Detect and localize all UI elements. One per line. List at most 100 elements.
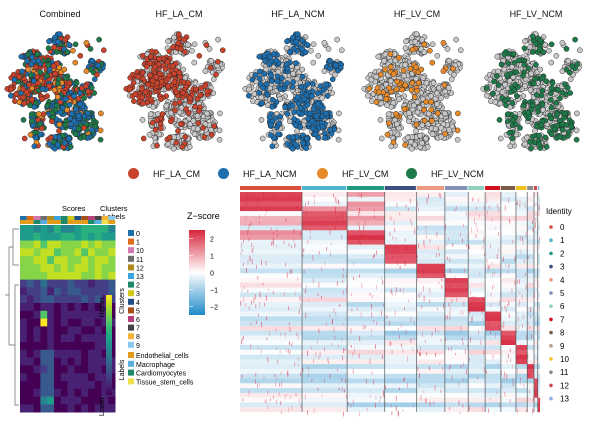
umap-point xyxy=(393,111,398,116)
umap-point xyxy=(78,53,83,58)
heatmap-cell xyxy=(417,254,445,259)
score-cell xyxy=(54,381,61,389)
score-cell xyxy=(74,280,81,288)
score-cell xyxy=(61,389,68,397)
heatmap-cell xyxy=(527,197,534,202)
score-cell xyxy=(61,326,68,334)
heatmap-cell xyxy=(516,235,527,240)
heatmap-cell xyxy=(527,369,534,374)
heatmap-cell xyxy=(468,383,485,388)
heatmap-cell xyxy=(516,402,527,407)
heatmap-cell xyxy=(302,340,347,345)
umap-point xyxy=(257,76,262,81)
umap-point xyxy=(29,72,34,77)
heatmap-speckle xyxy=(353,369,354,374)
heatmap-cell xyxy=(240,402,302,407)
heatmap-speckle xyxy=(414,230,415,234)
umap-point xyxy=(429,118,434,123)
score-cell xyxy=(74,373,81,381)
heatmap-cell xyxy=(347,211,385,216)
heatmap-cell xyxy=(417,312,445,317)
score-cell xyxy=(47,389,54,397)
umap-point xyxy=(455,111,460,116)
heatmap-speckle xyxy=(466,244,467,247)
score-cell xyxy=(68,389,75,397)
score-cell xyxy=(47,303,54,311)
umap-point xyxy=(163,66,168,71)
heatmap-cell xyxy=(347,221,385,226)
heatmap-cell xyxy=(445,221,468,226)
heatmap-cell xyxy=(445,393,468,398)
umap-point xyxy=(77,91,82,96)
umap-point xyxy=(154,143,159,148)
umap-point xyxy=(64,75,69,80)
heatmap-cell xyxy=(468,283,485,288)
cluster-legend-swatch xyxy=(128,299,134,305)
heatmap-cell xyxy=(445,307,468,312)
score-cell xyxy=(54,248,61,256)
heatmap-cell xyxy=(347,249,385,254)
score-cell xyxy=(61,256,68,264)
heatmap-cell xyxy=(302,398,347,403)
heatmap-cell xyxy=(445,211,468,216)
heatmap-cell xyxy=(302,192,347,197)
heatmap-cell xyxy=(468,398,485,403)
heatmap-cell xyxy=(240,202,302,207)
umap-point xyxy=(276,132,281,137)
heatmap-speckle xyxy=(359,239,360,243)
umap-point xyxy=(82,96,87,101)
heatmap-cell xyxy=(516,225,527,230)
identity-annotation-bar xyxy=(516,186,526,190)
heatmap-cell xyxy=(240,297,302,302)
score-cell xyxy=(74,248,81,256)
heatmap-cell xyxy=(516,259,527,264)
heatmap-cell xyxy=(302,249,347,254)
legend-dot xyxy=(406,168,417,179)
heatmap-cell xyxy=(417,197,445,202)
heatmap-speckle xyxy=(367,408,368,411)
umap-point xyxy=(488,99,493,104)
heatmap-cell xyxy=(516,398,527,403)
umap-point xyxy=(573,37,578,42)
umap-point xyxy=(268,122,273,127)
heatmap-speckle xyxy=(299,309,300,314)
umap-point xyxy=(540,75,545,80)
score-cell xyxy=(68,319,75,327)
score-cell xyxy=(108,280,115,288)
heatmap-cell xyxy=(485,383,501,388)
umap-point xyxy=(328,58,333,63)
heatmap-cell xyxy=(240,364,302,369)
umap-point xyxy=(425,144,430,149)
heatmap-cell xyxy=(516,359,527,364)
score-cell xyxy=(95,342,102,350)
score-cell xyxy=(81,358,88,366)
umap-point xyxy=(577,48,582,53)
score-cell xyxy=(54,241,61,249)
score-cell xyxy=(102,280,109,288)
heatmap-cell xyxy=(385,364,417,369)
heatmap-cell xyxy=(527,259,534,264)
gene-expression-heatmap xyxy=(238,186,548,418)
umap-point xyxy=(394,87,399,92)
heatmap-speckle xyxy=(521,344,522,348)
heatmap-cell xyxy=(347,302,385,307)
heatmap-speckle xyxy=(438,246,439,251)
heatmap-cell xyxy=(302,235,347,240)
umap-point xyxy=(458,48,463,53)
heatmap-cell xyxy=(240,359,302,364)
umap-point xyxy=(74,81,79,86)
score-cell xyxy=(54,389,61,397)
umap-point xyxy=(300,38,305,43)
heatmap-cell xyxy=(347,345,385,350)
score-cell xyxy=(40,241,47,249)
umap-point xyxy=(428,99,433,104)
heatmap-speckle xyxy=(464,268,465,273)
umap-point xyxy=(38,70,43,75)
heatmap-cell xyxy=(240,273,302,278)
heatmap-cell xyxy=(240,355,302,360)
umap-point xyxy=(8,87,13,92)
umap-point xyxy=(96,63,101,68)
heatmap-cell xyxy=(347,340,385,345)
score-cell xyxy=(34,233,41,241)
cluster-legend-swatch xyxy=(128,230,134,236)
